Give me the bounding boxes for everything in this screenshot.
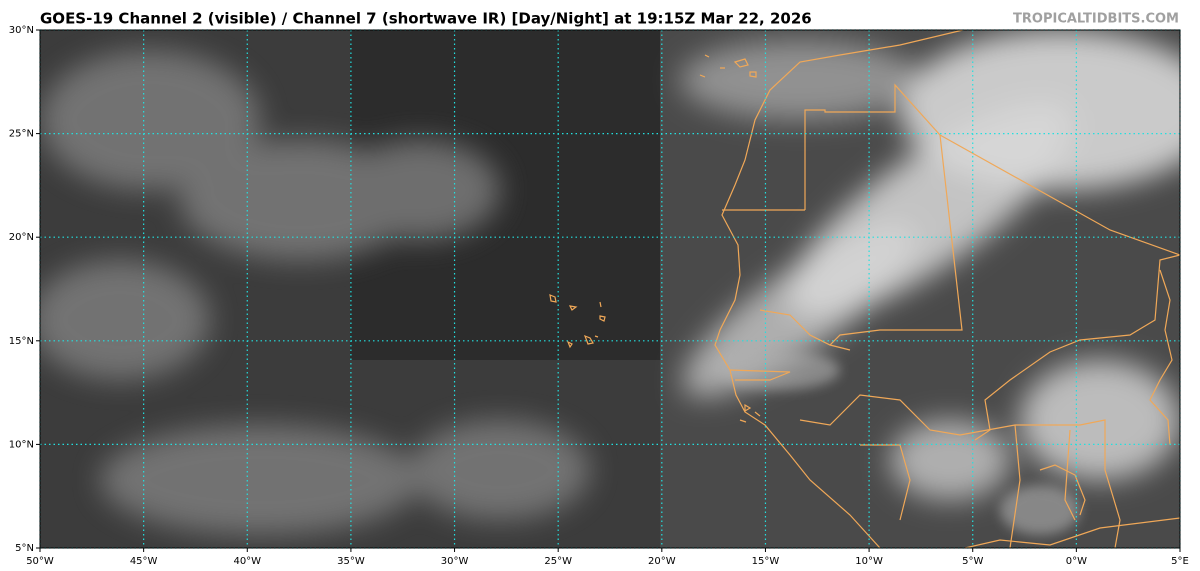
x-tick-label: 15°W	[752, 556, 780, 567]
x-tick-label: 30°W	[441, 556, 469, 567]
y-tick-label: 5°N	[15, 543, 34, 554]
y-tick-label: 10°N	[9, 439, 34, 450]
x-tick-label: 40°W	[233, 556, 261, 567]
y-tick-label: 15°N	[9, 336, 34, 347]
satellite-image	[40, 30, 1180, 548]
y-tick-label: 30°N	[9, 25, 34, 36]
x-tick-label: 5°W	[962, 556, 983, 567]
x-tick-label: 10°W	[855, 556, 883, 567]
x-tick-label: 35°W	[337, 556, 365, 567]
x-tick-label: 50°W	[26, 556, 54, 567]
coastlines	[549, 30, 1180, 548]
x-tick-label: 0°W	[1066, 556, 1087, 567]
x-tick-label: 5°E	[1171, 556, 1189, 567]
x-tick-label: 20°W	[648, 556, 676, 567]
x-tick-label: 45°W	[130, 556, 158, 567]
y-tick-label: 25°N	[9, 129, 34, 140]
credit: TROPICALTIDBITS.COM	[1013, 12, 1179, 27]
x-tick-label: 25°W	[544, 556, 572, 567]
y-tick-label: 20°N	[9, 232, 34, 243]
plot-frame	[39, 29, 1181, 549]
title: GOES-19 Channel 2 (visible) / Channel 7 …	[40, 10, 812, 28]
